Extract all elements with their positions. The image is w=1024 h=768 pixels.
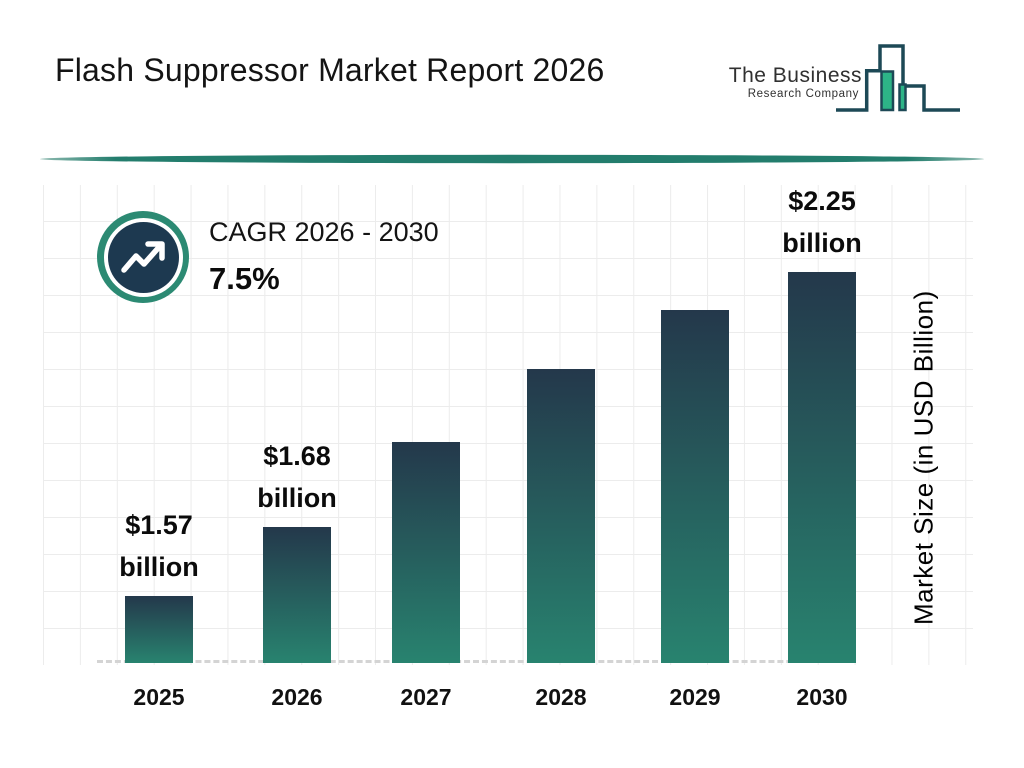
value-amount: $2.25 bbox=[788, 186, 856, 216]
cagr-period-label: CAGR 2026 - 2030 bbox=[209, 217, 439, 247]
bar-2030 bbox=[788, 272, 856, 663]
bar-2026 bbox=[263, 527, 331, 663]
divider-line bbox=[40, 154, 984, 164]
value-unit: billion bbox=[257, 483, 337, 513]
x-axis-label-2026: 2026 bbox=[271, 684, 323, 710]
company-logo-line2: Research Company bbox=[747, 88, 859, 101]
cagr-badge bbox=[97, 211, 189, 303]
value-amount: $1.57 bbox=[125, 510, 193, 540]
value-label-2025: $1.57 billion bbox=[69, 504, 249, 588]
y-axis-title: Market Size (in USD Billion) bbox=[908, 290, 939, 625]
cagr-text-block: CAGR 2026 - 2030 7.5% bbox=[209, 217, 439, 297]
x-axis-label-2025: 2025 bbox=[133, 684, 185, 710]
trend-up-arrow-icon bbox=[121, 241, 165, 273]
value-label-2026: $1.68 billion bbox=[207, 435, 387, 519]
value-unit: billion bbox=[119, 552, 199, 582]
x-axis-label-2030: 2030 bbox=[796, 684, 848, 710]
page-title: Flash Suppressor Market Report 2026 bbox=[55, 52, 605, 88]
bar-chart-skyline-icon bbox=[836, 44, 960, 112]
x-axis-label-2029: 2029 bbox=[669, 684, 721, 710]
x-axis-label-2028: 2028 bbox=[535, 684, 587, 710]
value-label-2030: $2.25 billion bbox=[732, 180, 912, 264]
cagr-badge-core bbox=[107, 221, 179, 293]
value-unit: billion bbox=[782, 228, 862, 258]
bar-2027 bbox=[392, 442, 460, 663]
bar-2025 bbox=[125, 596, 193, 663]
company-logo-text: The Business Research Company bbox=[722, 64, 862, 100]
x-axis-label-2027: 2027 bbox=[400, 684, 452, 710]
bar-2028 bbox=[527, 369, 595, 663]
x-axis-baseline bbox=[97, 660, 855, 663]
company-logo-line1: The Business bbox=[728, 64, 862, 87]
cagr-value: 7.5% bbox=[209, 261, 280, 296]
bar-2029 bbox=[661, 310, 729, 663]
value-amount: $1.68 bbox=[263, 441, 331, 471]
